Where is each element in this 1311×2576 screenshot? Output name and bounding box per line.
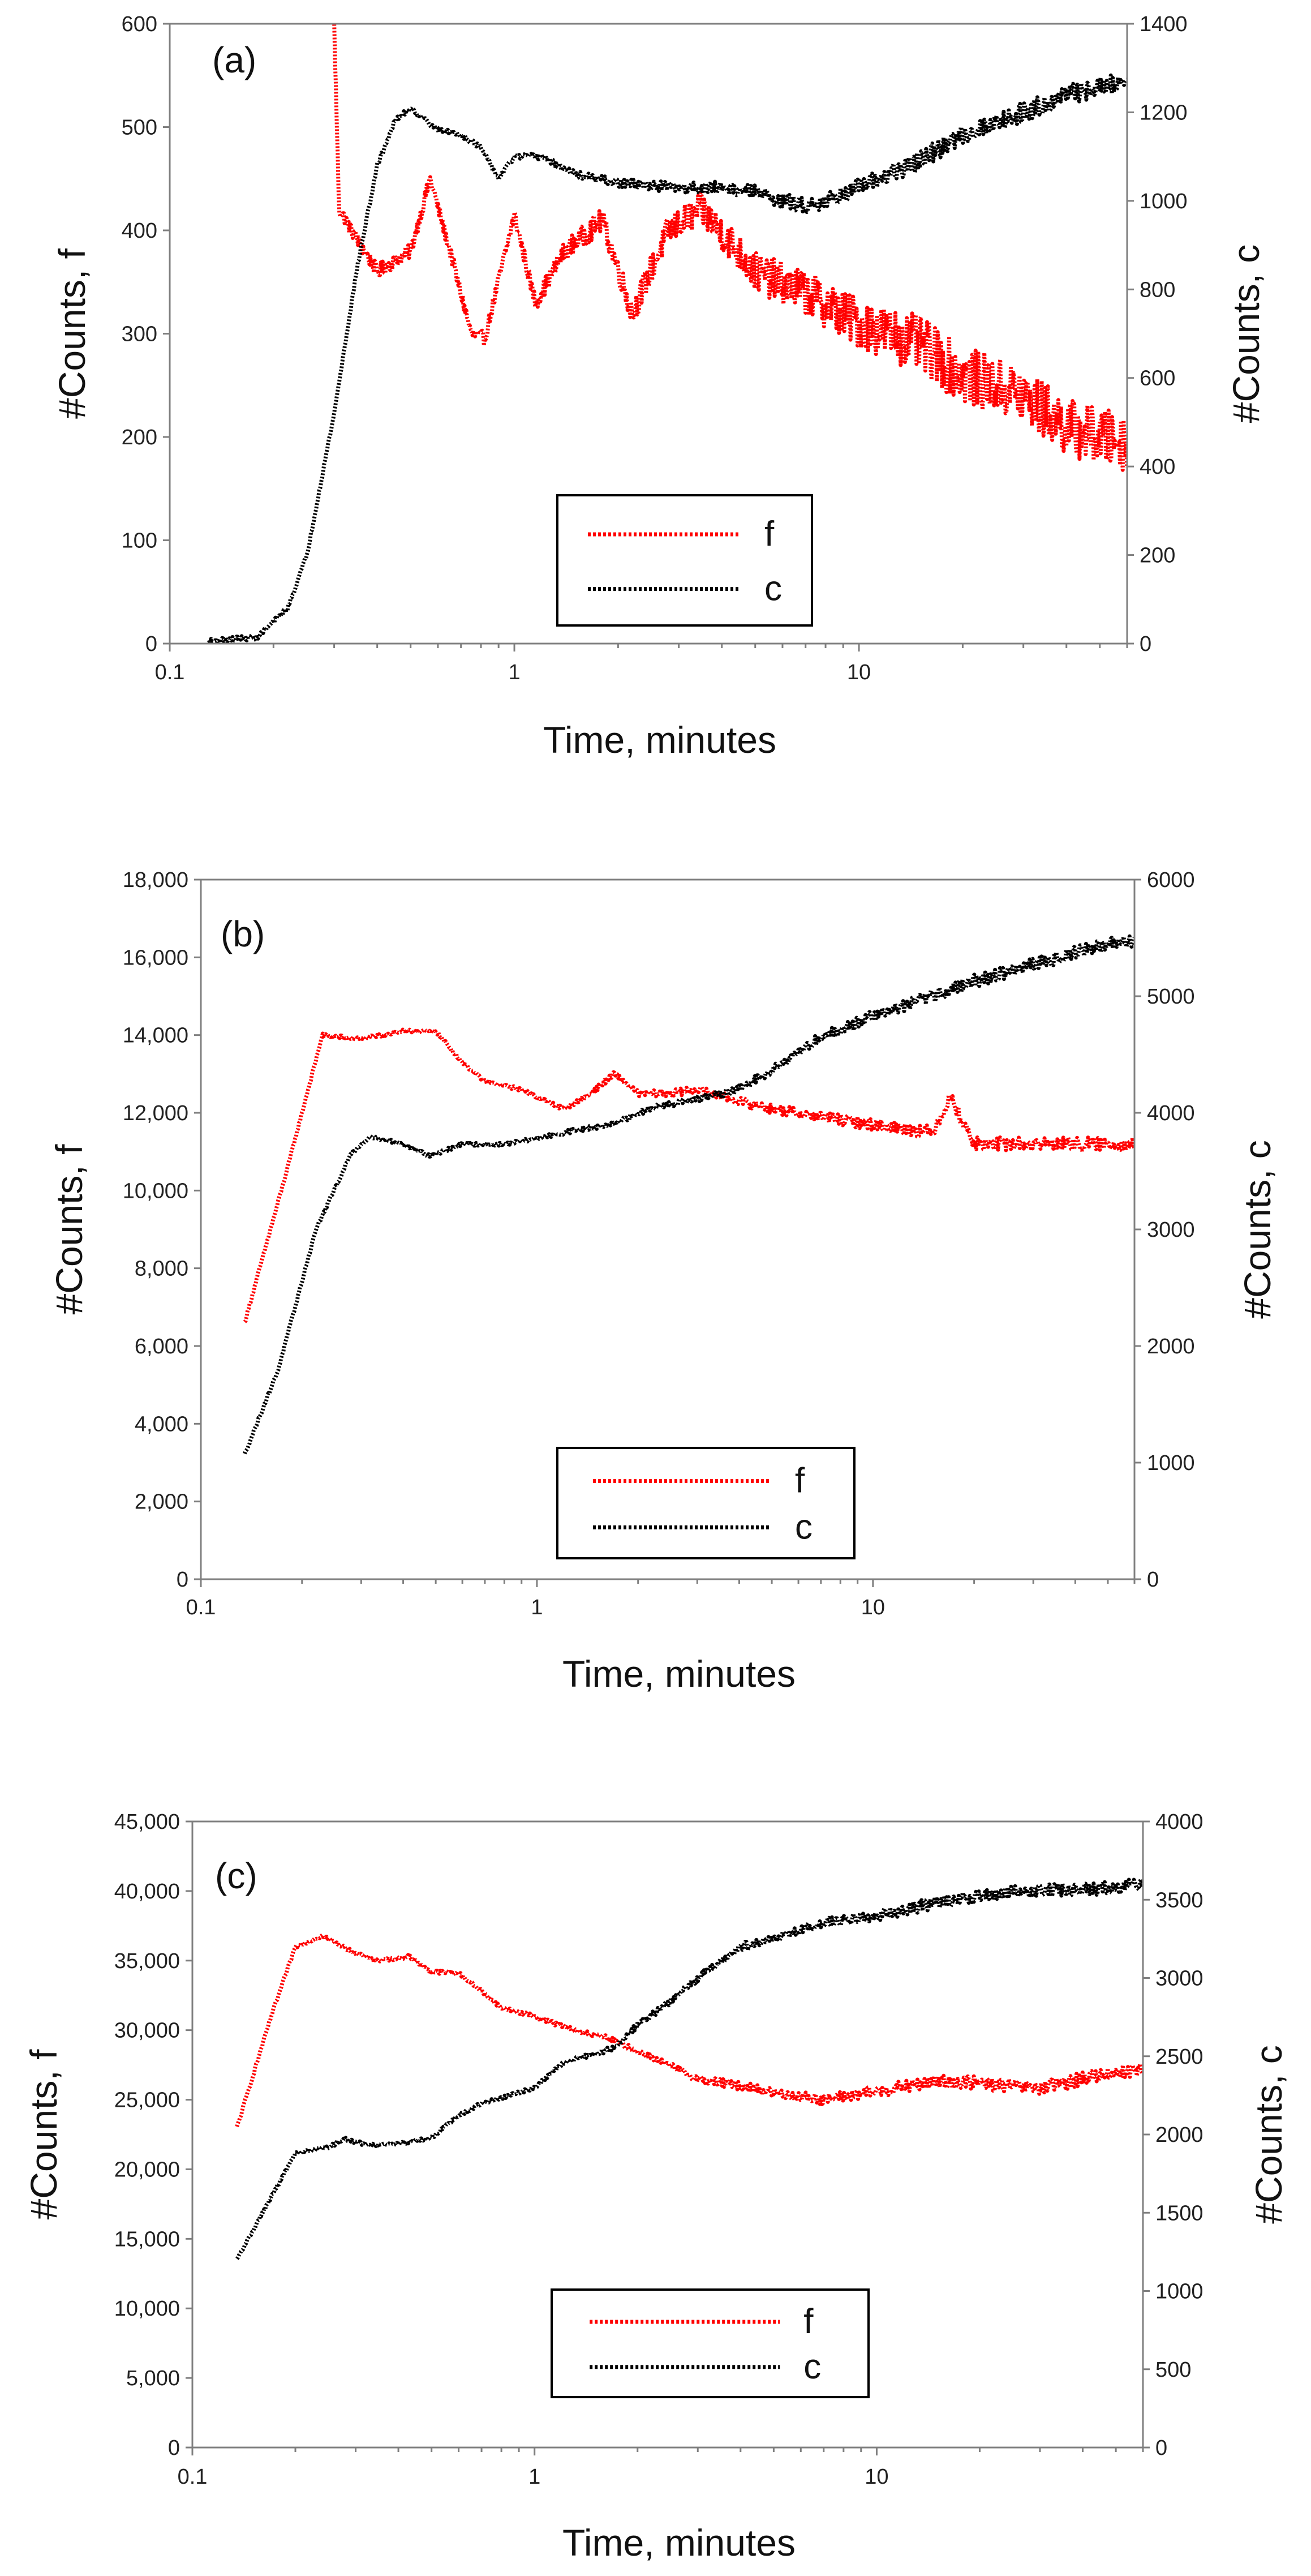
y-left-tick-label: 600	[122, 12, 157, 36]
y-right-axis-title: #Counts, c	[1236, 1140, 1278, 1319]
y-left-tick-label: 8,000	[135, 1257, 188, 1281]
y-left-tick-label: 100	[122, 529, 157, 553]
y-right-tick-label: 2000	[1155, 2123, 1203, 2147]
y-left-axis-title: #Counts, f	[51, 248, 93, 418]
y-right-tick-label: 1500	[1155, 2201, 1203, 2225]
y-right-axis-title: #Counts, c	[1225, 245, 1267, 423]
y-right-tick-label: 500	[1155, 2358, 1191, 2382]
series-line-f	[243, 1027, 1134, 1323]
legend-box	[556, 1447, 856, 1559]
series-group	[207, 24, 1127, 644]
y-right-tick-label: 1200	[1140, 101, 1188, 125]
y-left-tick-label: 0	[145, 632, 157, 656]
y-right-tick-label: 6000	[1147, 868, 1195, 892]
y-left-tick-label: 14,000	[123, 1024, 188, 1048]
x-axis-title: Time, minutes	[543, 719, 776, 761]
legend-label-f: f	[795, 1461, 805, 1501]
y-left-tick-label: 200	[122, 426, 157, 449]
y-right-tick-label: 0	[1147, 1568, 1159, 1592]
y-left-tick-label: 20,000	[114, 2158, 180, 2181]
y-left-tick-label: 400	[122, 219, 157, 243]
legend-label-f: f	[764, 515, 775, 554]
y-right-tick-label: 2000	[1147, 1335, 1195, 1358]
series-line-f	[235, 1933, 1143, 2128]
chart-panel-b: 0 2,000 4,000 6,000 8,000 10,000 12,000 14,000 1…	[48, 868, 1278, 1695]
y-right-tick-label: 200	[1140, 544, 1175, 568]
y-left-axis-title: #Counts, f	[23, 2049, 65, 2219]
y-right-tick-label: 3500	[1155, 1888, 1203, 1912]
y-left-tick-label: 12,000	[123, 1101, 188, 1125]
y-right-tick-label: 0	[1140, 632, 1151, 656]
y-right-tick-label: 1000	[1155, 2280, 1203, 2304]
y-right-tick-label: 1400	[1140, 12, 1188, 36]
legend: fc	[551, 2288, 870, 2398]
chart-panel-a: 0 100 200 300 400 500 600 0 200 400 600 800 1000 1200…	[51, 12, 1267, 761]
series-line-c	[243, 934, 1134, 1455]
y-right-tick-label: 4000	[1147, 1101, 1195, 1125]
y-right-tick-label: 1000	[1140, 190, 1188, 213]
y-right-tick-label: 2500	[1155, 2045, 1203, 2069]
y-right-tick-label: 4000	[1155, 1810, 1203, 1834]
y-right-tick-label: 800	[1140, 278, 1175, 302]
y-left-tick-label: 18,000	[123, 868, 188, 892]
panel-label: (c)	[215, 1855, 257, 1896]
legend: fc	[556, 494, 813, 627]
y-right-tick-label: 1000	[1147, 1451, 1195, 1475]
legend-label-c: c	[803, 2347, 821, 2386]
y-left-tick-label: 500	[122, 116, 157, 140]
y-left-tick-label: 4,000	[135, 1412, 188, 1436]
y-left-tick-label: 6,000	[135, 1335, 188, 1358]
x-axis-title: Time, minutes	[562, 2522, 796, 2564]
x-tick-label: 10	[865, 2465, 888, 2489]
legend-label-c: c	[764, 569, 782, 608]
x-tick-label: 0.1	[186, 1596, 216, 1619]
series-line-c	[207, 73, 1127, 644]
y-left-tick-label: 16,000	[123, 946, 188, 970]
legend-label-c: c	[795, 1507, 813, 1546]
y-right-tick-label: 600	[1140, 367, 1175, 391]
chart-panel-c: 0 5,000 10,000 15,000 20,000 25,000 30,000 35,0…	[23, 1810, 1289, 2564]
x-tick-label: 1	[508, 661, 520, 684]
panel-label: (a)	[212, 40, 256, 80]
y-left-axis-title: #Counts, f	[48, 1144, 90, 1314]
x-tick-label: 0.1	[155, 661, 185, 684]
y-left-tick-label: 25,000	[114, 2089, 180, 2112]
x-tick-label: 1	[531, 1596, 543, 1619]
legend: fc	[556, 1447, 856, 1559]
y-left-tick-label: 40,000	[114, 1880, 180, 1904]
y-right-tick-label: 3000	[1147, 1218, 1195, 1242]
series-line-f	[332, 24, 1127, 472]
series-group	[243, 934, 1134, 1455]
x-tick-label: 0.1	[178, 2465, 208, 2489]
x-tick-label: 1	[528, 2465, 540, 2489]
panel-label: (b)	[221, 914, 265, 954]
y-left-tick-label: 15,000	[114, 2227, 180, 2251]
y-right-tick-label: 5000	[1147, 985, 1195, 1009]
y-left-tick-label: 10,000	[123, 1179, 188, 1203]
y-left-tick-label: 45,000	[114, 1810, 180, 1834]
y-left-tick-label: 2,000	[135, 1490, 188, 1514]
y-left-tick-label: 30,000	[114, 2019, 180, 2043]
y-left-tick-label: 0	[177, 1568, 188, 1592]
series-group	[235, 1878, 1143, 2260]
x-tick-label: 10	[847, 661, 871, 684]
legend-label-f: f	[803, 2302, 814, 2341]
y-right-tick-label: 400	[1140, 455, 1175, 479]
y-right-axis-title: #Counts, c	[1248, 2045, 1289, 2224]
series-line-c	[235, 1878, 1143, 2260]
y-left-tick-label: 5,000	[126, 2367, 180, 2390]
y-left-tick-label: 35,000	[114, 1949, 180, 1973]
y-left-tick-label: 300	[122, 323, 157, 346]
legend-box	[556, 494, 813, 627]
y-left-tick-label: 0	[168, 2436, 180, 2460]
x-tick-label: 10	[861, 1596, 885, 1619]
x-axis-title: Time, minutes	[562, 1653, 796, 1695]
y-right-tick-label: 3000	[1155, 1967, 1203, 1991]
y-right-tick-label: 0	[1155, 2436, 1167, 2460]
legend-box	[551, 2288, 870, 2398]
y-left-tick-label: 10,000	[114, 2297, 180, 2321]
